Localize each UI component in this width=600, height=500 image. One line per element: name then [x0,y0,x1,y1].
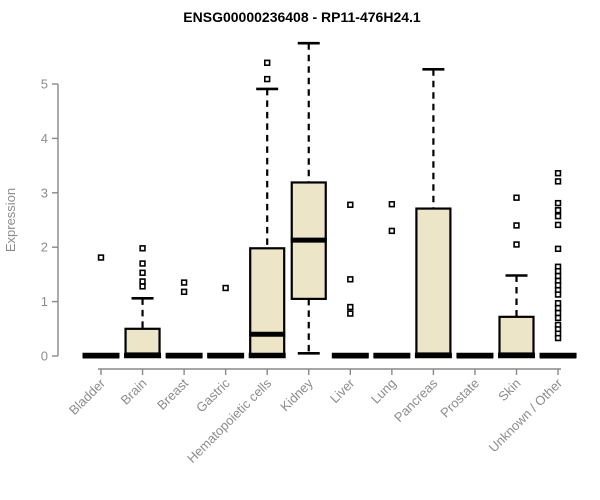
outlier-point [554,207,562,214]
outlier-point [554,272,562,280]
outlier-point [388,227,396,235]
outlier-point [554,170,562,177]
median-line [124,352,161,358]
chart-title: ENSG00000236408 - RP11-476H24.1 [183,9,421,25]
y-tick-label: 4 [41,131,48,146]
boxplot-skin [498,194,535,359]
outlier-point [554,212,562,220]
median-line [332,353,369,359]
x-tick-label: Kidney [277,375,316,414]
x-tick-label: Gastric [193,375,233,415]
x-tick-label: Brain [118,376,150,408]
x-tick-label: Liver [327,375,358,406]
y-tick-label: 0 [41,349,48,364]
outlier-point [347,310,354,317]
outlier-point [139,245,146,252]
outlier-point [554,300,562,307]
boxplot-kidney [290,41,327,355]
boxplot-prostate [456,352,494,359]
outlier-point [388,201,396,208]
y-tick-label: 2 [41,240,48,255]
outlier-point [554,221,562,229]
outlier-point [554,309,562,317]
outlier-point [139,283,146,290]
outlier-point [554,267,562,275]
outlier-point [347,303,354,311]
outlier-point [554,178,562,185]
y-tick-label: 3 [41,185,48,200]
boxplot-hematopoietic-cells [248,59,286,359]
boxplots [82,41,577,359]
x-tick-label: Lung [368,376,399,407]
median-line [456,353,493,359]
median-line [373,353,410,359]
outlier-point [554,304,562,312]
y-tick-label: 1 [41,294,48,309]
x-tick-label: Pancreas [391,375,441,425]
outlier-point [347,201,354,208]
x-tick-label: Breast [154,375,191,412]
median-line [290,237,327,243]
x-tick-label: Prostate [437,376,482,421]
outlier-point [263,59,271,66]
x-tick-label: Bladder [66,375,109,418]
boxplot-lung [373,201,411,359]
iqr-box [415,207,452,358]
median-line [540,353,577,359]
boxplot-brain [124,245,162,359]
outlier-point [222,284,229,292]
iqr-box [249,247,286,358]
boxplot-unknown-other [539,170,577,359]
outlier-point [554,245,562,253]
boxplot-gastric [207,284,245,359]
outlier-point [554,334,562,342]
median-line [498,352,535,358]
median-line [166,353,203,359]
outlier-point [554,199,562,207]
x-tick-label: Unknown / Other [486,375,566,455]
outlier-point [180,279,188,286]
iqr-box [124,327,161,358]
zero-bar [248,352,286,359]
outlier-point [554,314,562,322]
median-line [415,352,452,358]
outlier-point [554,282,562,289]
median-line [83,353,119,359]
boxplot-bladder [82,254,120,359]
iqr-box [498,315,535,358]
outlier-point [513,222,520,229]
outlier-point [513,194,520,201]
outlier-point [263,75,271,83]
outlier-point [513,241,520,248]
median-line [249,331,286,337]
y-axis-title: Expression [3,188,18,252]
boxplot-pancreas [414,68,452,359]
outlier-point [180,288,188,296]
boxplot-liver [331,201,369,359]
outlier-point [554,291,562,298]
outlier-point [347,276,354,283]
outlier-point [97,254,105,261]
outlier-point [139,269,146,276]
x-tick-label: Skin [495,376,523,404]
y-tick-label: 5 [41,77,48,92]
outlier-point [139,260,146,267]
boxplot-breast [165,279,203,359]
median-line [207,353,244,359]
outlier-point [139,278,146,285]
